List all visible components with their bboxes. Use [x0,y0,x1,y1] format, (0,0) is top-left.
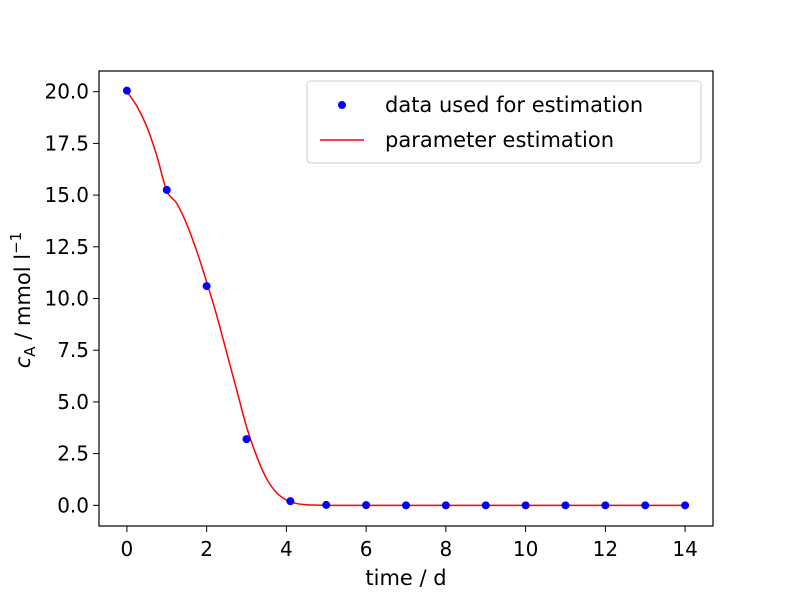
data-point [202,282,211,291]
x-tick-label: 10 [513,537,538,561]
legend-box [306,80,702,164]
y-tick-label: 12.5 [44,235,89,259]
data-point [521,501,530,510]
legend: data used for estimation parameter estim… [306,80,702,164]
legend-label-fit: parameter estimation [385,128,614,152]
x-tick-label: 6 [360,537,373,561]
data-point [441,501,450,510]
y-axis-label: cA / mmol l−1 [7,232,39,368]
y-tick-label: 17.5 [44,131,89,155]
x-tick-label: 2 [200,537,213,561]
y-tick-label: 2.5 [57,442,89,466]
y-tick-label: 20.0 [44,80,89,104]
x-tick-label: 8 [440,537,453,561]
data-point [362,501,371,510]
data-point [481,501,490,510]
y-axis-ticks: 0.0 2.5 5.0 7.5 10.0 12.5 15.0 17.5 20.0 [44,80,99,517]
data-point [322,500,331,509]
legend-marker-data [338,101,346,109]
data-point [641,501,650,510]
y-axis-label-symbol: c [11,356,35,368]
x-tick-label: 4 [280,537,293,561]
data-point [601,501,610,510]
x-axis-label: time / d [365,566,446,590]
y-tick-label: 15.0 [44,183,89,207]
data-point [122,86,131,95]
data-point [162,185,171,194]
y-tick-label: 5.0 [57,390,89,414]
data-point [286,497,295,506]
y-tick-label: 7.5 [57,338,89,362]
data-points-layer [122,86,690,510]
y-tick-label: 0.0 [57,493,89,517]
y-axis-label-unit: / mmol l [11,254,35,347]
x-tick-label: 0 [121,537,134,561]
x-tick-label: 12 [593,537,618,561]
data-point [242,435,251,444]
x-tick-label: 14 [672,537,697,561]
data-point [402,501,410,510]
y-tick-label: 10.0 [44,287,89,311]
data-point [681,501,690,510]
y-axis-label-superscript: −1 [7,232,25,254]
y-axis-label-subscript: A [21,346,39,357]
legend-label-data: data used for estimation [385,93,643,117]
data-point [561,501,570,510]
x-axis-ticks: 0 2 4 6 8 10 12 14 [121,526,698,561]
